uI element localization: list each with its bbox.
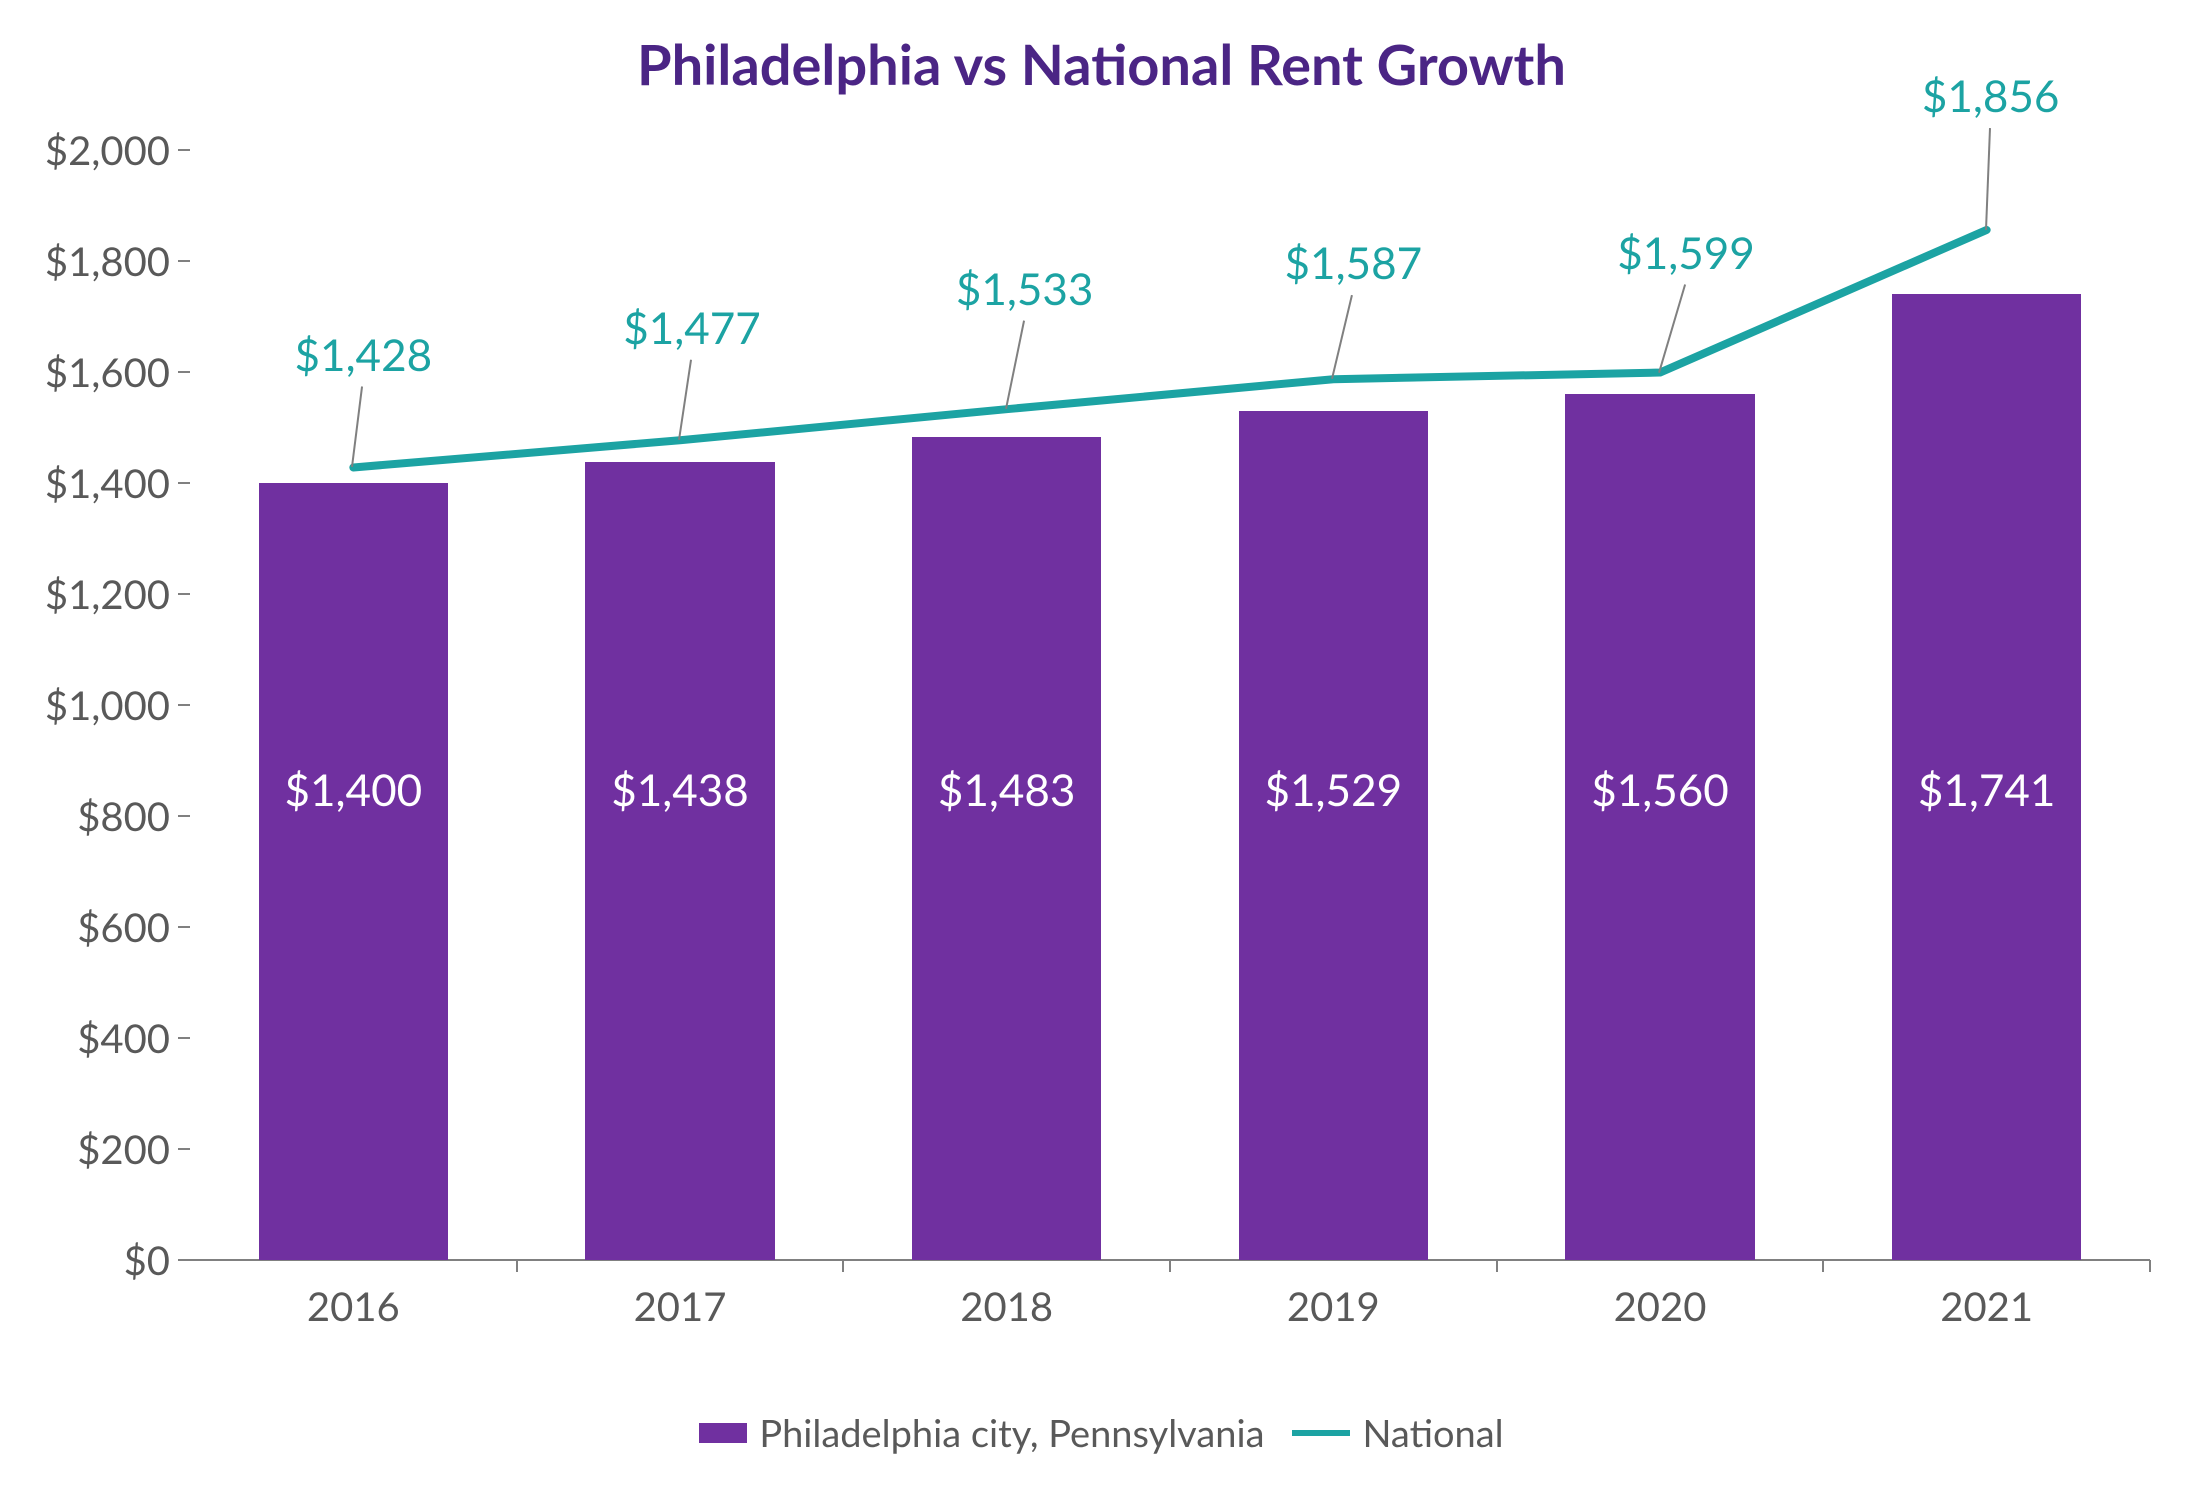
y-tick-mark bbox=[178, 482, 190, 484]
line-value-label: $1,533 bbox=[956, 263, 1094, 315]
y-tick-label: $1,600 bbox=[0, 348, 170, 396]
x-tick-mark bbox=[516, 1260, 518, 1272]
y-tick-label: $1,400 bbox=[0, 459, 170, 507]
line-value-label: $1,856 bbox=[1922, 70, 2060, 122]
line-series bbox=[190, 150, 2150, 1260]
line-value-label: $1,428 bbox=[295, 329, 433, 381]
legend-label-bar: Philadelphia city, Pennsylvania bbox=[759, 1410, 1264, 1456]
line-value-label: $1,599 bbox=[1617, 227, 1755, 279]
line-value-label: $1,477 bbox=[623, 302, 761, 354]
x-tick-label: 2020 bbox=[1614, 1282, 1707, 1330]
x-tick-label: 2016 bbox=[307, 1282, 400, 1330]
y-tick-mark bbox=[178, 1148, 190, 1150]
legend-swatch-line bbox=[1292, 1430, 1350, 1436]
y-tick-label: $400 bbox=[0, 1014, 170, 1062]
y-tick-mark bbox=[178, 926, 190, 928]
y-tick-label: $1,200 bbox=[0, 570, 170, 618]
x-tick-mark bbox=[2149, 1260, 2151, 1272]
y-tick-mark bbox=[178, 593, 190, 595]
y-tick-mark bbox=[178, 1037, 190, 1039]
y-tick-label: $0 bbox=[0, 1236, 170, 1284]
x-tick-mark bbox=[1496, 1260, 1498, 1272]
legend: Philadelphia city, Pennsylvania National bbox=[0, 1410, 2203, 1456]
x-tick-mark bbox=[842, 1260, 844, 1272]
x-tick-label: 2017 bbox=[634, 1282, 727, 1330]
y-tick-mark bbox=[178, 260, 190, 262]
y-tick-mark bbox=[178, 149, 190, 151]
y-tick-label: $2,000 bbox=[0, 126, 170, 174]
x-tick-mark bbox=[1822, 1260, 1824, 1272]
x-tick-mark bbox=[1169, 1260, 1171, 1272]
y-tick-label: $800 bbox=[0, 792, 170, 840]
plot-area: $0$200$400$600$800$1,000$1,200$1,400$1,6… bbox=[190, 150, 2150, 1260]
y-tick-label: $1,800 bbox=[0, 237, 170, 285]
legend-item-bar: Philadelphia city, Pennsylvania bbox=[699, 1410, 1264, 1456]
y-tick-label: $600 bbox=[0, 903, 170, 951]
x-tick-label: 2018 bbox=[960, 1282, 1053, 1330]
legend-item-line: National bbox=[1292, 1410, 1503, 1456]
x-tick-label: 2021 bbox=[1940, 1282, 2033, 1330]
y-tick-mark bbox=[178, 815, 190, 817]
legend-swatch-bar bbox=[699, 1423, 747, 1443]
line-value-label: $1,587 bbox=[1285, 237, 1423, 289]
x-tick-label: 2019 bbox=[1287, 1282, 1380, 1330]
y-tick-label: $200 bbox=[0, 1125, 170, 1173]
chart-title: Philadelphia vs National Rent Growth bbox=[0, 30, 2203, 97]
y-tick-label: $1,000 bbox=[0, 681, 170, 729]
y-tick-mark bbox=[178, 704, 190, 706]
legend-label-line: National bbox=[1362, 1410, 1503, 1456]
y-tick-mark bbox=[178, 371, 190, 373]
rent-growth-chart: Philadelphia vs National Rent Growth $0$… bbox=[0, 0, 2203, 1496]
y-tick-mark bbox=[178, 1259, 190, 1261]
